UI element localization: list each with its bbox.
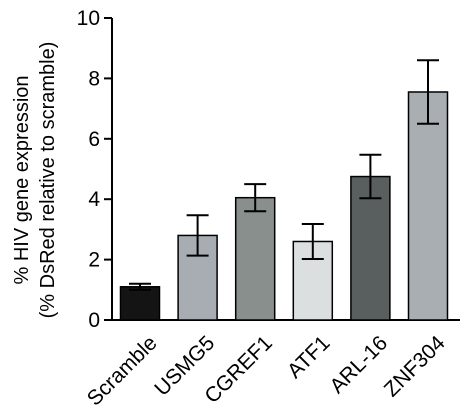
bar	[350, 175, 391, 321]
y-tick-label: 0	[88, 309, 100, 332]
bar	[407, 91, 449, 321]
category-label: Scramble	[83, 331, 162, 410]
y-tick-label: 4	[88, 188, 100, 211]
bar	[234, 196, 276, 321]
y-tick-label: 8	[88, 67, 100, 90]
y-axis-title-line-2: (% DsRed relative to scramble)	[37, 42, 59, 319]
y-tick-label: 2	[88, 249, 100, 272]
y-axis-title: % HIV gene expression (% DsRed relative …	[11, 42, 59, 319]
y-tick-label: 10	[77, 7, 100, 30]
bar	[119, 286, 161, 321]
category-label: ZNF304	[380, 331, 450, 401]
category-label: ATF1	[283, 331, 334, 382]
y-tick-label: 6	[88, 128, 100, 151]
y-axis-title-line-1: % HIV gene expression	[11, 75, 33, 284]
